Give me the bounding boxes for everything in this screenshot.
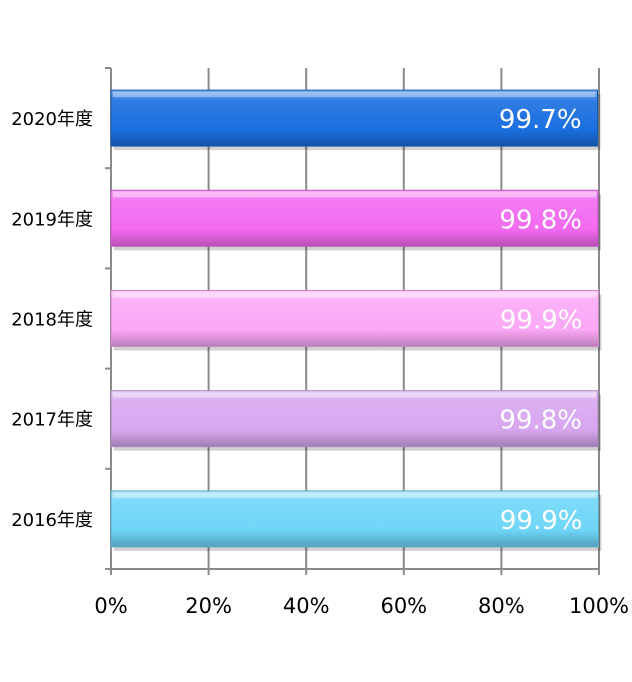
bar-highlight [113,492,597,498]
bar-highlight [113,392,597,398]
category-label: 2020年度 [11,109,93,130]
x-tick-label: 40% [283,594,330,618]
x-tick-label: 20% [185,594,232,618]
bar [110,290,600,347]
labels: 0% 20% 40% 60% 80% 100% 99.7% 2020年度 99.8% 2019年度… [11,105,629,618]
x-tick-label: 60% [380,594,427,618]
data-label: 99.8% [499,205,582,235]
x-tick-label: 0% [94,594,127,618]
bar-highlight [113,92,596,98]
x-tick-label: 100% [569,594,629,618]
data-label: 99.9% [500,506,583,536]
category-label: 2017年度 [11,410,93,431]
bars [110,89,602,551]
bar [110,189,599,247]
bar-highlight [113,292,597,298]
bar-highlight [113,192,597,198]
bar [110,89,599,147]
data-label: 99.9% [500,306,583,336]
x-tick-label: 80% [478,594,525,618]
bar [110,390,599,448]
category-label: 2016年度 [11,510,93,531]
bar [110,490,600,548]
category-label: 2018年度 [11,310,93,331]
data-label: 99.8% [499,406,582,436]
category-label: 2019年度 [11,209,93,230]
data-label: 99.7% [499,105,582,135]
